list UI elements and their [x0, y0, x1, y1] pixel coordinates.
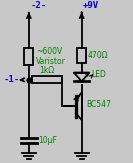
Text: +9V: +9V — [83, 1, 99, 10]
Bar — [32, 76, 62, 83]
Text: LED: LED — [91, 70, 106, 80]
Bar — [77, 48, 86, 63]
Text: BC547: BC547 — [87, 100, 111, 109]
Text: 10μF: 10μF — [39, 136, 57, 145]
Text: 1kΩ: 1kΩ — [39, 66, 55, 75]
Text: -2-: -2- — [31, 1, 47, 10]
Text: 470Ω: 470Ω — [88, 51, 108, 60]
Bar — [24, 48, 33, 65]
Text: ~600V
Varistor: ~600V Varistor — [36, 47, 66, 66]
Text: -1-: -1- — [3, 75, 20, 84]
